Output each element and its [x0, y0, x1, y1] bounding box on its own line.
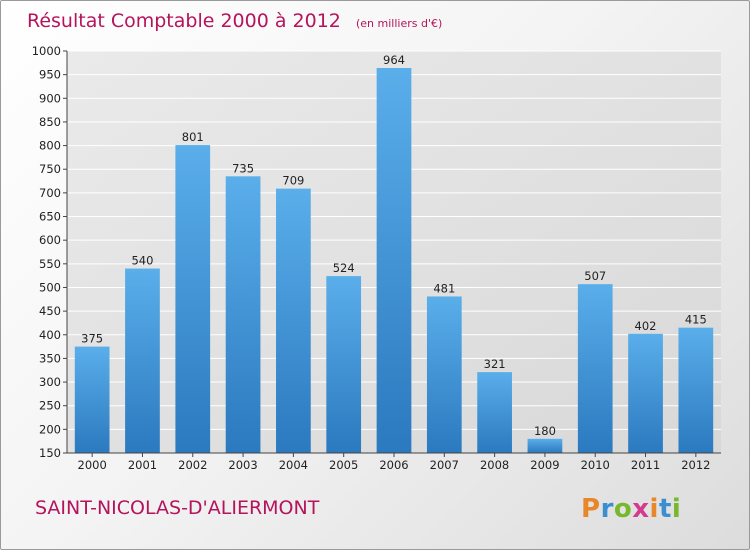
- x-tick-label: 2010: [581, 458, 610, 472]
- bars: 375 540 801 735 709 524 964 481 321 180 507 402 415: [74, 53, 714, 453]
- bar: [225, 176, 261, 453]
- logo-letter: x: [632, 494, 649, 524]
- bar: [276, 188, 311, 453]
- logo-letter: t: [659, 494, 672, 524]
- y-tick-label: 950: [39, 68, 61, 82]
- logo-letter: i: [672, 494, 681, 524]
- y-tick-label: 700: [39, 186, 61, 200]
- logo-letter: r: [601, 494, 614, 524]
- data-label: 481: [433, 281, 455, 295]
- data-label: 375: [81, 332, 103, 346]
- x-tick-label: 2000: [78, 458, 107, 472]
- y-tick-label: 600: [39, 233, 61, 247]
- chart-title: Résultat Comptable 2000 à 2012 (en milli…: [27, 10, 442, 32]
- logo-letter: P: [581, 494, 601, 524]
- x-tick-label: 2012: [681, 458, 710, 472]
- y-tick-label: 500: [39, 280, 61, 294]
- x-tick-label: 2005: [329, 458, 358, 472]
- axes: 150 200 250 300 350 400 450 500 550 600 650 700 750 8…: [32, 44, 721, 472]
- data-label: 540: [131, 254, 153, 268]
- proxiti-logo: Proxiti: [581, 494, 681, 524]
- bar: [577, 284, 613, 453]
- bar: [678, 327, 714, 453]
- x-tick-label: 2009: [530, 458, 559, 472]
- data-label: 524: [333, 261, 355, 275]
- data-label: 735: [232, 161, 254, 175]
- data-label: 321: [484, 357, 506, 371]
- y-tick-label: 850: [39, 115, 61, 129]
- data-label: 709: [282, 174, 304, 188]
- bar: [175, 145, 211, 453]
- y-tick-label: 1000: [32, 44, 61, 58]
- y-tick-label: 800: [39, 139, 61, 153]
- data-label: 964: [383, 53, 405, 67]
- data-label: 402: [635, 319, 657, 333]
- y-tick-label: 250: [39, 399, 61, 413]
- bar: [426, 296, 462, 453]
- bar: [477, 372, 512, 453]
- bar: [527, 438, 563, 453]
- bar: [74, 346, 110, 453]
- bar: [628, 333, 663, 453]
- commune-name: SAINT-NICOLAS-D'ALIERMONT: [35, 497, 320, 519]
- y-tick-label: 450: [39, 304, 61, 318]
- y-tick-label: 400: [39, 328, 61, 342]
- y-tick-label: 350: [39, 351, 61, 365]
- x-tick-label: 2003: [228, 458, 257, 472]
- x-tick-label: 2007: [430, 458, 459, 472]
- y-tick-label: 650: [39, 210, 61, 224]
- x-tick-label: 2008: [480, 458, 509, 472]
- x-tick-label: 2011: [631, 458, 660, 472]
- y-tick-label: 150: [39, 446, 61, 460]
- x-tick-label: 2006: [379, 458, 408, 472]
- x-tick-label: 2004: [279, 458, 308, 472]
- bar: [376, 68, 412, 453]
- logo-letter: o: [614, 494, 632, 524]
- y-tick-label: 750: [39, 162, 61, 176]
- y-tick-label: 550: [39, 257, 61, 271]
- y-tick-label: 300: [39, 375, 61, 389]
- y-tick-label: 900: [39, 91, 61, 105]
- data-label: 801: [182, 130, 204, 144]
- data-label: 415: [685, 313, 707, 327]
- x-tick-label: 2001: [128, 458, 157, 472]
- bar: [326, 276, 362, 453]
- bar: [125, 268, 160, 453]
- logo-letter: i: [650, 494, 659, 524]
- x-tick-label: 2002: [178, 458, 207, 472]
- data-label: 180: [534, 424, 556, 438]
- data-label: 507: [584, 269, 606, 283]
- y-tick-label: 200: [39, 422, 61, 436]
